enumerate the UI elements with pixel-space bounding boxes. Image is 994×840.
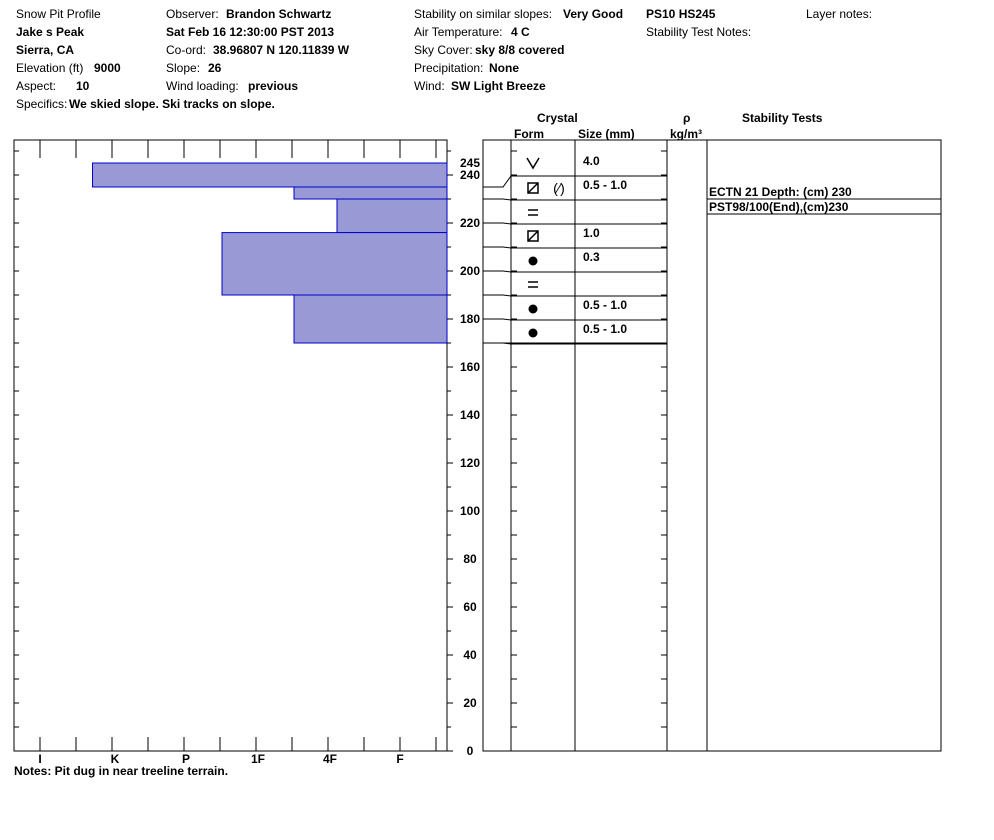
stability-test-label: PST98/100(End),(cm)230 xyxy=(709,200,849,214)
secondary-form-icon: (∕) xyxy=(553,180,565,196)
density-unit-header: kg/m³ xyxy=(670,127,703,141)
precipitation-label: Precipitation: xyxy=(414,61,484,75)
crystal-size-label: 1.0 xyxy=(583,226,600,240)
layer-notes-label: Layer notes: xyxy=(806,7,873,21)
elevation-value: 9000 xyxy=(94,61,121,75)
notes-text: Notes: Pit dug in near treeline terrain. xyxy=(14,764,229,778)
layer-bar xyxy=(336,198,448,234)
ps-hs-value: PS10 HS245 xyxy=(646,7,716,21)
rounded-grain-icon xyxy=(528,304,538,314)
hardness-tick-label: I xyxy=(38,752,41,766)
profile-title: Snow Pit Profile xyxy=(16,7,101,21)
crystal-table-frame xyxy=(482,139,942,752)
hardness-tick-label: 1F xyxy=(251,752,265,766)
depth-tick-label: 220 xyxy=(460,216,480,230)
hardness-tick-label: P xyxy=(182,752,190,766)
specifics-label: Specifics: xyxy=(16,97,68,111)
aspect-label: Aspect: xyxy=(16,79,57,93)
depth-connector xyxy=(483,270,512,273)
faceted-icon xyxy=(527,230,539,242)
depth-tick-label: 60 xyxy=(463,600,477,614)
slope-label: Slope: xyxy=(166,61,201,75)
air-temp-label: Air Temperature: xyxy=(414,25,503,39)
wind-value: SW Light Breeze xyxy=(451,79,546,93)
depth-connector xyxy=(483,198,512,201)
layer-bar xyxy=(293,186,448,200)
depth-tick-label: 120 xyxy=(460,456,480,470)
depth-tick-label: 0 xyxy=(467,744,474,758)
stability-tests-header: Stability Tests xyxy=(742,111,823,125)
depth-connector xyxy=(483,294,512,297)
depth-tick-label: 140 xyxy=(460,408,480,422)
rounded-grain-icon xyxy=(528,256,538,266)
precipitation-value: None xyxy=(489,61,519,75)
observer-value: Brandon Schwartz xyxy=(226,7,332,21)
form-header: Form xyxy=(514,127,544,141)
crystal-header: Crystal xyxy=(537,111,578,125)
crystal-size-label: 0.5 - 1.0 xyxy=(583,322,627,336)
surface-hoar-icon xyxy=(526,157,540,170)
location-name: Jake s Peak xyxy=(16,25,85,39)
observation-datetime: Sat Feb 16 12:30:00 PST 2013 xyxy=(166,25,335,39)
depth-tick-label: 200 xyxy=(460,264,480,278)
depth-tick-label: 20 xyxy=(463,696,477,710)
depth-connector xyxy=(483,175,512,188)
wind-label: Wind: xyxy=(414,79,445,93)
crystal-size-label: 0.5 - 1.0 xyxy=(583,178,627,192)
crystal-size-label: 0.5 - 1.0 xyxy=(583,298,627,312)
stability-test-label: ECTN 21 Depth: (cm) 230 xyxy=(709,185,852,199)
crystal-size-label: 4.0 xyxy=(583,154,600,168)
observer-label: Observer: xyxy=(166,7,219,21)
stability-value: Very Good xyxy=(563,7,624,21)
faceted-slash-icon xyxy=(527,230,539,242)
coord-label: Co-ord: xyxy=(166,43,207,57)
specifics-value: We skied slope. Ski tracks on slope. xyxy=(69,97,275,111)
crystal-size-label: 0.3 xyxy=(583,250,600,264)
stability-test-notes-label: Stability Test Notes: xyxy=(646,25,752,39)
aspect-value: 10 xyxy=(76,79,90,93)
faceted-slash-icon xyxy=(527,182,539,194)
faceted-icon xyxy=(527,182,539,194)
rounded-grain-icon xyxy=(528,328,538,338)
depth-tick-label: 100 xyxy=(460,504,480,518)
hardness-tick-label: K xyxy=(111,752,120,766)
layer-bar xyxy=(293,294,448,344)
depth-connector xyxy=(483,222,512,225)
layer-bar xyxy=(221,232,448,296)
slope-value: 26 xyxy=(208,61,222,75)
hardness-chart-frame xyxy=(13,139,448,752)
depth-top-label: 245 xyxy=(460,156,480,170)
hardness-tick-label: 4F xyxy=(323,752,337,766)
depth-tick-label: 160 xyxy=(460,360,480,374)
size-header: Size (mm) xyxy=(578,127,635,141)
elevation-label: Elevation (ft) xyxy=(16,61,84,75)
region-name: Sierra, CA xyxy=(16,43,75,57)
layer-bar xyxy=(92,162,448,188)
hardness-tick-label: F xyxy=(396,752,403,766)
depth-tick-label: 40 xyxy=(463,648,477,662)
rho-header: ρ xyxy=(683,111,691,125)
coord-value: 38.96807 N 120.11839 W xyxy=(213,43,350,57)
depth-connector xyxy=(483,246,512,249)
wind-loading-label: Wind loading: xyxy=(166,79,239,93)
depth-tick-label: 180 xyxy=(460,312,480,326)
air-temp-value: 4 C xyxy=(511,25,530,39)
sky-cover-value: sky 8/8 covered xyxy=(475,43,565,57)
depth-tick-label: 240 xyxy=(460,168,480,182)
sky-cover-label: Sky Cover: xyxy=(414,43,473,57)
depth-connector xyxy=(483,318,512,321)
stability-label: Stability on similar slopes: xyxy=(414,7,553,21)
depth-tick-label: 80 xyxy=(463,552,477,566)
wind-loading-value: previous xyxy=(248,79,299,93)
